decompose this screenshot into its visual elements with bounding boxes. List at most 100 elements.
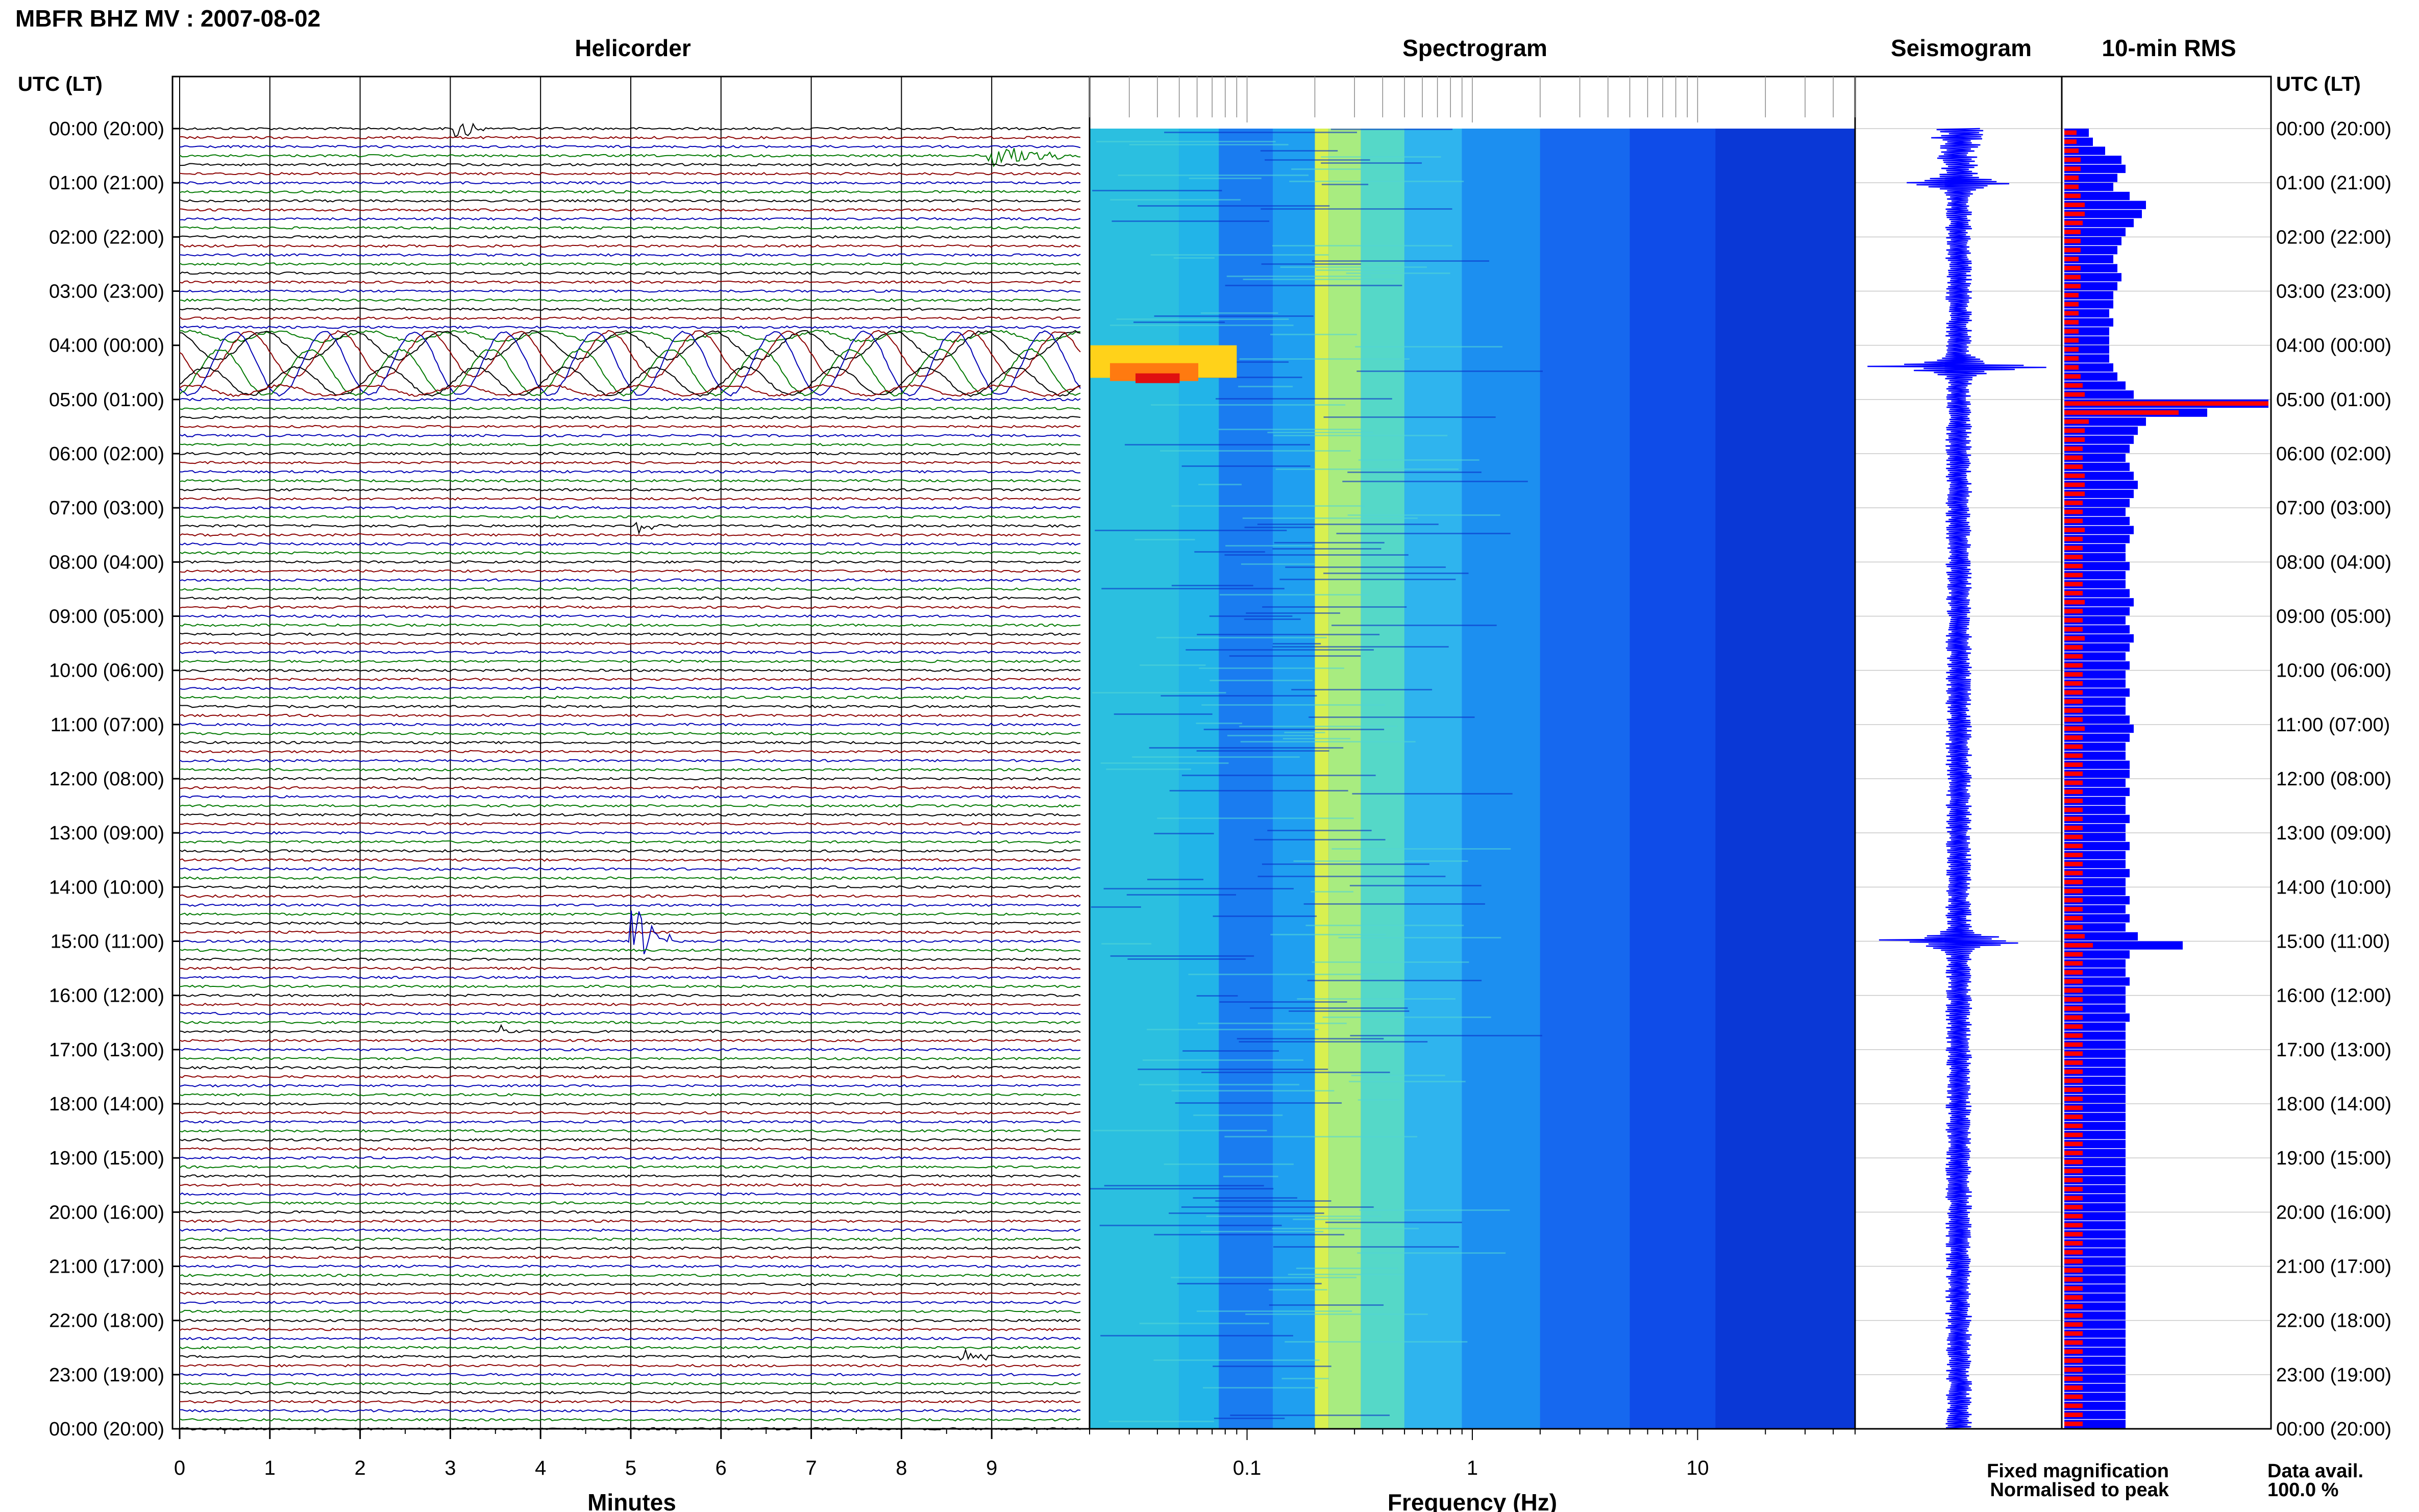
helicorder-trace-line (179, 280, 1081, 284)
rms-normalised-bar (2064, 284, 2081, 289)
rms-normalised-bar (2064, 1169, 2083, 1174)
helicorder-trace-line (179, 442, 1081, 447)
rms-normalised-bar (2064, 1060, 2083, 1065)
helicorder-trace-line (179, 1382, 1081, 1385)
helicorder-trace-line (179, 713, 1081, 717)
spectrogram-streak (1322, 1017, 1491, 1018)
helicorder-trace-line (179, 840, 1081, 844)
helicorder-trace-line (179, 1093, 1081, 1097)
helicorder-trace-line (179, 705, 1081, 708)
time-label-left: 02:00 (22:00) (49, 227, 164, 248)
helicorder-trace-line (179, 384, 1081, 398)
spectrogram-band (1219, 129, 1273, 1429)
time-label-left: 17:00 (13:00) (49, 1039, 164, 1061)
rms-normalised-bar (2064, 1241, 2083, 1246)
spectrogram-streak (1169, 1212, 1324, 1214)
rms-normalised-bar (2064, 1322, 2083, 1327)
helicorder-trace-line (179, 767, 1081, 772)
helicorder-trace-line (179, 1129, 1080, 1133)
spectrogram-streak (1350, 1035, 1542, 1036)
helicorder-trace-line (179, 1165, 1081, 1169)
helicorder-trace-line (179, 587, 1081, 591)
spectrogram-streak (1147, 1029, 1319, 1030)
rms-normalised-bar (2064, 934, 2085, 939)
helicorder-trace-line (179, 804, 1081, 808)
rms-normalised-bar (2064, 834, 2083, 839)
spectrogram-streak (1202, 1387, 1318, 1389)
spectrogram-streak (1357, 1252, 1506, 1254)
helicorder-trace-line (179, 650, 1081, 654)
rms-normalised-bar (2064, 961, 2083, 966)
helicorder-trace-line (180, 506, 1081, 510)
helicorder-trace-line (179, 551, 1081, 555)
spectrogram-streak (1225, 285, 1402, 286)
spectrogram-streak (1243, 279, 1395, 280)
spectrogram-band (1404, 129, 1462, 1429)
time-label-left: 23:00 (19:00) (49, 1365, 164, 1386)
rms-normalised-bar (2064, 265, 2081, 270)
spectrogram-streak (1215, 1200, 1331, 1202)
spectrogram-streak (1095, 530, 1287, 531)
spectrogram-streak (1140, 664, 1206, 666)
time-label-right: 20:00 (16:00) (2276, 1202, 2391, 1223)
rms-normalised-bar (2064, 1286, 2083, 1291)
rms-normalised-bar (2064, 1376, 2083, 1381)
spectrogram-streak (1138, 1069, 1328, 1070)
rms-normalised-bar (2064, 365, 2079, 370)
helicorder-trace-line (179, 894, 1081, 898)
spectrogram-streak (1358, 459, 1479, 461)
spectrogram-streak (1206, 1216, 1382, 1217)
rms-normalised-bar (2064, 681, 2083, 686)
time-label-right: 15:00 (11:00) (2276, 931, 2390, 953)
rms-normalised-bar (2064, 1042, 2083, 1047)
minute-tick-label: 9 (986, 1457, 997, 1479)
rms-normalised-bar (2064, 509, 2083, 514)
rms-normalised-bar (2064, 563, 2083, 568)
helicorder-trace-line (179, 298, 1081, 302)
spectrogram-streak (1159, 450, 1351, 452)
spectrogram-streak (1346, 272, 1450, 274)
rms-normalised-bar (2064, 582, 2083, 587)
helicorder-trace-line (179, 172, 1081, 176)
spectrogram-streak (1262, 863, 1429, 865)
helicorder-trace-line (179, 1348, 1081, 1361)
minute-tick-label: 4 (535, 1457, 546, 1479)
rms-normalised-bar (2064, 1295, 2083, 1300)
rms-normalised-bar (2064, 1259, 2083, 1264)
spectrogram-hot-spot (1090, 345, 1237, 383)
helicorder-trace-line (179, 208, 1081, 212)
rms-normalised-bar (2064, 771, 2083, 776)
helicorder-trace-line (179, 885, 1081, 889)
rms-panel (2062, 128, 2271, 1429)
spectrogram-streak (1171, 1090, 1335, 1092)
spectrogram-streak (1270, 934, 1387, 935)
helicorder-trace-line (179, 732, 1081, 736)
rms-normalised-bar (2064, 853, 2083, 857)
rms-normalised-bar (2064, 1196, 2083, 1201)
helicorder-trace-line (179, 1147, 1081, 1151)
spectrogram-streak (1279, 579, 1456, 580)
helicorder-trace-line (179, 199, 1081, 203)
helicorder-trace-line (179, 415, 1081, 419)
helicorder-trace-line (179, 1373, 1081, 1377)
helicorder-trace-line (179, 777, 1081, 781)
spectrogram-streak (1196, 1310, 1352, 1312)
helicorder-trace-line (179, 596, 1081, 600)
rms-normalised-bar (2064, 1151, 2083, 1155)
spectrogram-streak (1092, 692, 1226, 693)
spectrogram-streak (1189, 178, 1262, 179)
spectrogram-streak (1285, 1341, 1468, 1343)
rms-normalised-bar (2064, 1277, 2083, 1282)
rms-normalised-bar (2064, 844, 2083, 849)
helicorder-trace-line (179, 522, 1081, 535)
spectrogram-streak (1352, 793, 1513, 795)
helicorder-trace-line (179, 533, 1081, 537)
helicorder-trace-line (179, 1309, 1081, 1313)
rms-normalised-bar (2064, 320, 2079, 325)
helicorder-trace-line (179, 348, 1081, 397)
rms-normalised-bar (2064, 907, 2083, 912)
spectrogram-streak (1129, 144, 1289, 145)
spectrogram-streak (1239, 358, 1410, 360)
time-label-left: 13:00 (09:00) (49, 823, 164, 844)
spectrogram-streak (1196, 723, 1242, 724)
